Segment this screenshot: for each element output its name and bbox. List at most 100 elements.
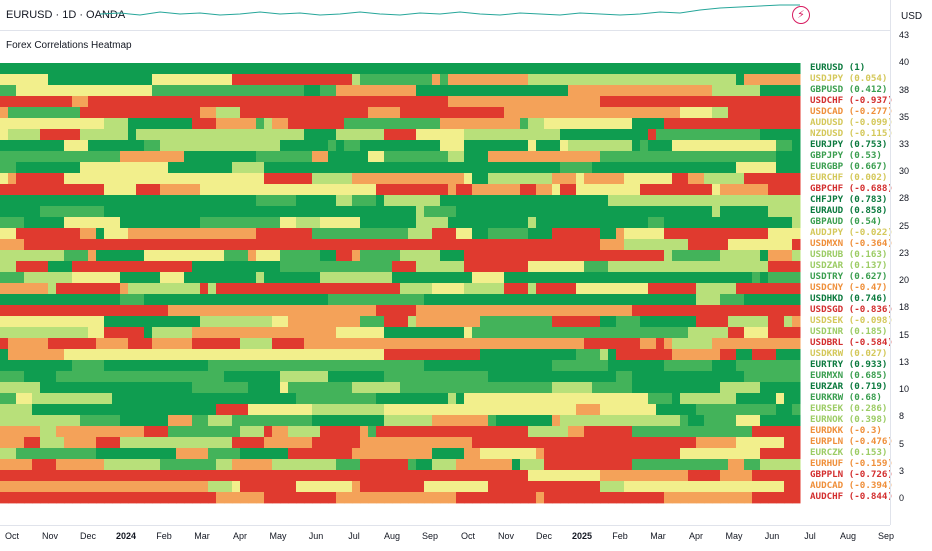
pair-label: USDJPY (0.054) [810,73,888,84]
heatmap-cell [600,327,609,339]
heatmap-cell [56,74,65,86]
heatmap-cell [296,305,305,317]
flash-icon[interactable]: ⚡ [792,6,810,24]
heatmap-cell [80,162,89,174]
heatmap-cell [640,393,649,405]
heatmap-cell [784,349,793,361]
heatmap-cell [464,261,473,273]
heatmap-cell [480,140,489,152]
heatmap-cell [320,96,329,108]
heatmap-cell [544,162,553,174]
heatmap-cell [8,151,17,163]
heatmap-cell [264,129,273,141]
heatmap-cell [352,404,361,416]
heatmap-cell [480,250,489,262]
heatmap-cell [136,261,145,273]
heatmap-cell [496,371,505,383]
heatmap-cell [32,382,41,394]
heatmap-cell [440,393,449,405]
heatmap-cell [400,151,409,163]
heatmap-cell [680,140,689,152]
heatmap-cell [64,382,73,394]
heatmap-cell [400,283,409,295]
heatmap-cell [704,206,713,218]
heatmap-cell [672,316,681,328]
heatmap-cell [544,459,553,471]
heatmap-cell [464,63,473,75]
heatmap-cell [384,250,393,262]
heatmap-cell [320,382,329,394]
correlation-heatmap[interactable] [0,0,890,525]
heatmap-cell [72,426,81,438]
heatmap-cell [592,360,601,372]
heatmap-cell [288,492,297,504]
heatmap-cell [584,162,593,174]
heatmap-cell [232,140,241,152]
heatmap-cell [528,239,537,251]
heatmap-cell [216,327,225,339]
heatmap-cell [752,195,761,207]
heatmap-cell [296,129,305,141]
heatmap-cell [736,85,745,97]
heatmap-cell [408,305,417,317]
heatmap-cell [496,96,505,108]
heatmap-cell [48,470,57,482]
heatmap-cell [88,129,97,141]
heatmap-cell [552,415,561,427]
heatmap-cell [168,239,177,251]
symbol-title[interactable]: EURUSD · 1D · OANDA [6,9,126,21]
heatmap-cell [424,107,433,119]
heatmap-cell [784,63,793,75]
heatmap-cell [704,415,713,427]
heatmap-cell [784,151,793,163]
heatmap-cell [200,85,209,97]
heatmap-cell [472,338,481,350]
heatmap-cell [240,470,249,482]
heatmap-cell [144,338,153,350]
currency-label[interactable]: USD [901,11,923,22]
heatmap-cell [560,338,569,350]
heatmap-cell [432,294,441,306]
heatmap-cell [112,459,121,471]
heatmap-cell [784,239,793,251]
heatmap-cell [528,85,537,97]
heatmap-cell [656,206,665,218]
heatmap-cell [384,118,393,130]
heatmap-cell [320,426,329,438]
heatmap-cell [232,382,241,394]
heatmap-cell [552,129,561,141]
time-scale[interactable]: Oct Nov Dec 2024 Feb Mar Apr May Jun Jul Aug Sep Oct… [0,525,894,551]
heatmap-cell [760,415,769,427]
heatmap-cell [600,305,609,317]
heatmap-cell [672,85,681,97]
heatmap-cell [736,118,745,130]
heatmap-cell [776,327,785,339]
heatmap-cell [600,206,609,218]
price-pane[interactable]: EURUSD · 1D · OANDA ⚡ [0,0,890,31]
heatmap-cell [752,382,761,394]
indicator-title[interactable]: Forex Correlations Heatmap [6,40,132,51]
heatmap-cell [160,437,169,449]
heatmap-cell [368,437,377,449]
heatmap-cell [504,393,513,405]
heatmap-cell [744,173,753,185]
heatmap-cell [392,217,401,229]
heatmap-cell [200,305,209,317]
heatmap-cell [696,426,705,438]
heatmap-cell [176,129,185,141]
heatmap-cell [232,360,241,372]
heatmap-cell [520,437,529,449]
heatmap-cell [640,316,649,328]
heatmap-cell [400,459,409,471]
heatmap-cell [272,140,281,152]
heatmap-cell [496,173,505,185]
heatmap-cell [296,74,305,86]
pair-label: USDCNY (-0.47) [810,282,888,293]
heatmap-cell [256,239,265,251]
heatmap-cell [176,371,185,383]
heatmap-cell [696,272,705,284]
heatmap-cell [256,338,265,350]
heatmap-cell [368,426,377,438]
heatmap-cell [648,217,657,229]
heatmap-cell [632,448,641,460]
